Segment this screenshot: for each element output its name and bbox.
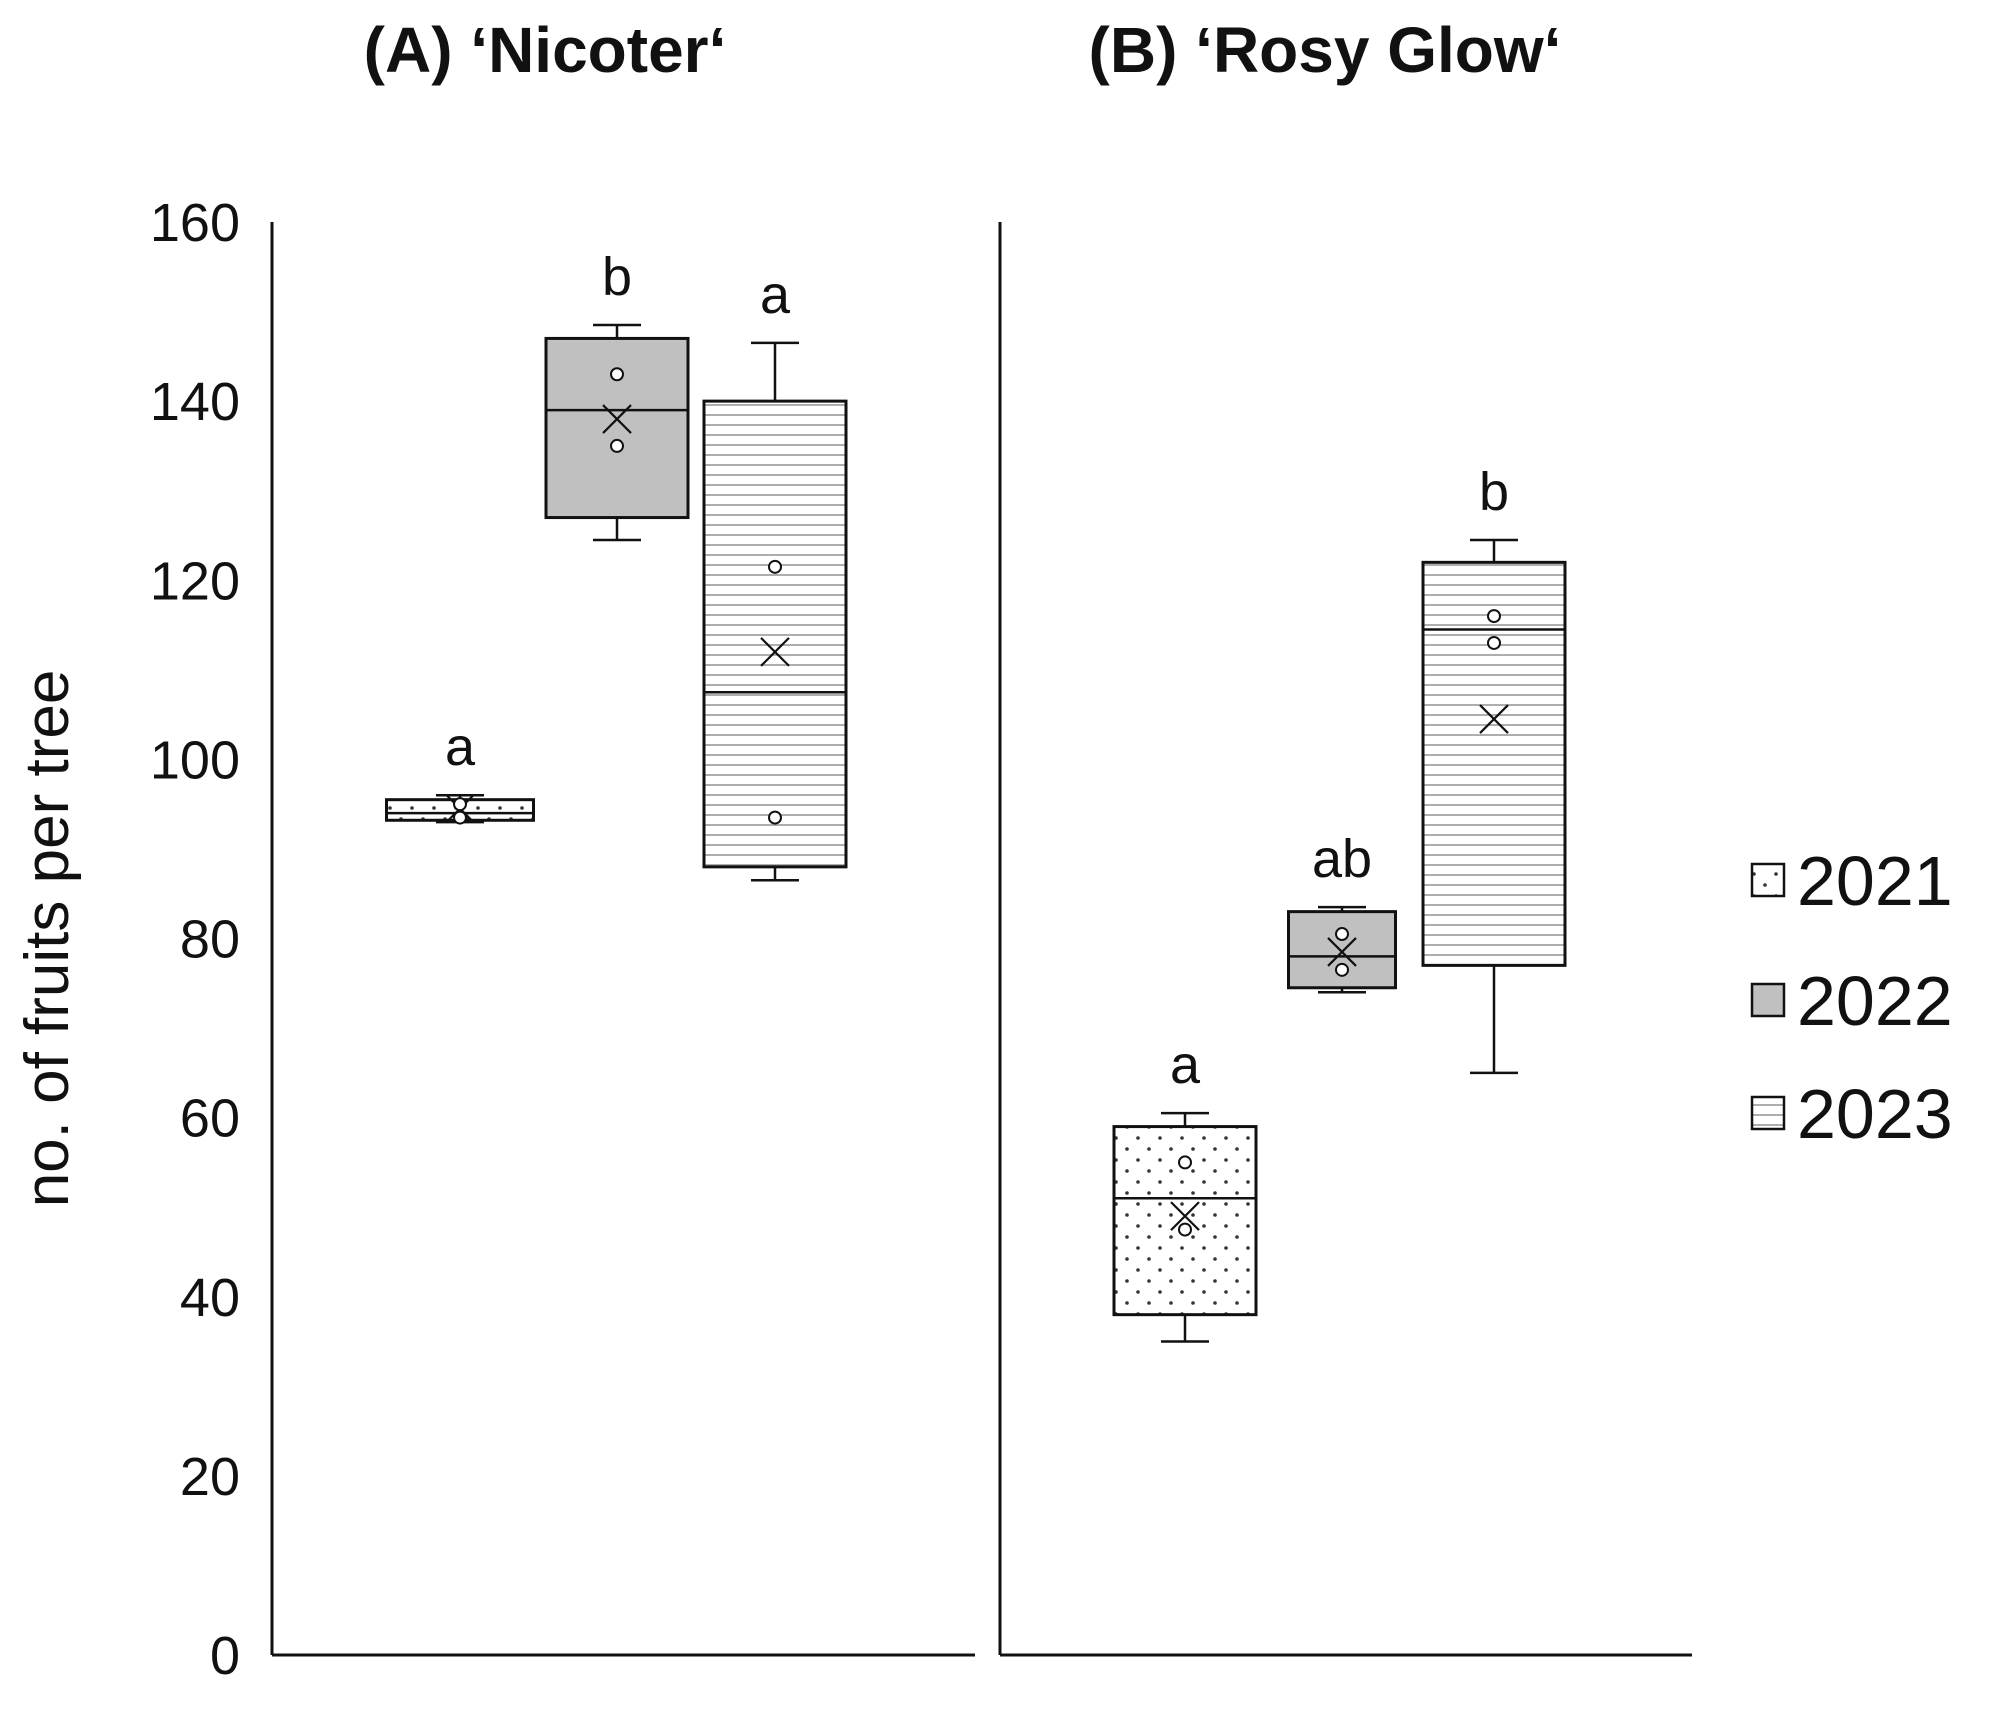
y-tick-label: 100 xyxy=(150,730,240,790)
data-point xyxy=(1178,1222,1192,1237)
legend: 2021 2022 2023 xyxy=(1750,842,1953,1153)
y-tick-label: 40 xyxy=(180,1268,240,1328)
legend-swatch xyxy=(1750,1095,1786,1131)
y-tick-label: 140 xyxy=(150,372,240,432)
data-point xyxy=(1178,1155,1192,1170)
y-tick-label: 160 xyxy=(150,193,240,253)
legend-label: 2021 xyxy=(1797,842,1953,920)
data-point xyxy=(610,438,624,453)
significance-letter: ab xyxy=(1312,829,1372,889)
data-point xyxy=(768,559,782,574)
mean-marker xyxy=(760,637,790,667)
significance-letter: a xyxy=(760,265,791,325)
y-tick-label: 20 xyxy=(180,1447,240,1507)
box-2023: a xyxy=(702,265,848,882)
significance-letter: b xyxy=(1479,462,1509,522)
iqr-box xyxy=(544,336,690,520)
legend-swatch xyxy=(1750,982,1786,1018)
box-2023: b xyxy=(1421,462,1567,1075)
data-point xyxy=(1335,927,1349,942)
significance-letter: a xyxy=(445,717,476,777)
legend-label: 2022 xyxy=(1797,962,1953,1040)
data-point xyxy=(768,810,782,825)
y-tick-label: 60 xyxy=(180,1089,240,1149)
legend-item-2023: 2023 xyxy=(1750,1075,1953,1153)
data-point xyxy=(610,367,624,382)
significance-letter: b xyxy=(602,247,632,307)
box-2021: a xyxy=(1112,1035,1258,1343)
data-point xyxy=(1487,635,1501,650)
legend-label: 2023 xyxy=(1797,1075,1953,1153)
legend-item-2021: 2021 xyxy=(1750,842,1953,920)
panel-title: (A) ‘Nicoter‘ xyxy=(364,14,727,86)
data-point xyxy=(453,810,467,825)
mean-marker xyxy=(1327,937,1357,967)
legend-swatch xyxy=(1750,862,1786,898)
iqr-box xyxy=(702,399,848,869)
box-2022: ab xyxy=(1287,829,1397,994)
data-point xyxy=(1487,609,1501,624)
box-2022: b xyxy=(544,247,690,542)
mean-marker xyxy=(602,404,632,434)
y-tick-label: 0 xyxy=(210,1626,240,1686)
panel-a: (A) ‘Nicoter‘ a b a xyxy=(270,14,975,1657)
y-axis-label: no. of fruits per tree xyxy=(13,670,82,1208)
axes: no. of fruits per tree 0 20 40 60 80 100 120 140… xyxy=(13,193,240,1686)
legend-item-2022: 2022 xyxy=(1750,962,1953,1040)
panel-b: (B) ‘Rosy Glow‘ a ab b xyxy=(998,14,1692,1657)
data-point xyxy=(1335,962,1349,977)
y-tick-label: 80 xyxy=(180,910,240,970)
iqr-box xyxy=(1112,1125,1258,1317)
panel-title: (B) ‘Rosy Glow‘ xyxy=(1089,14,1562,86)
data-point xyxy=(453,797,467,812)
box-2021: a xyxy=(385,717,535,825)
significance-letter: a xyxy=(1170,1035,1201,1095)
y-tick-label: 120 xyxy=(150,551,240,611)
mean-marker xyxy=(1170,1201,1200,1231)
mean-marker xyxy=(1479,704,1509,734)
